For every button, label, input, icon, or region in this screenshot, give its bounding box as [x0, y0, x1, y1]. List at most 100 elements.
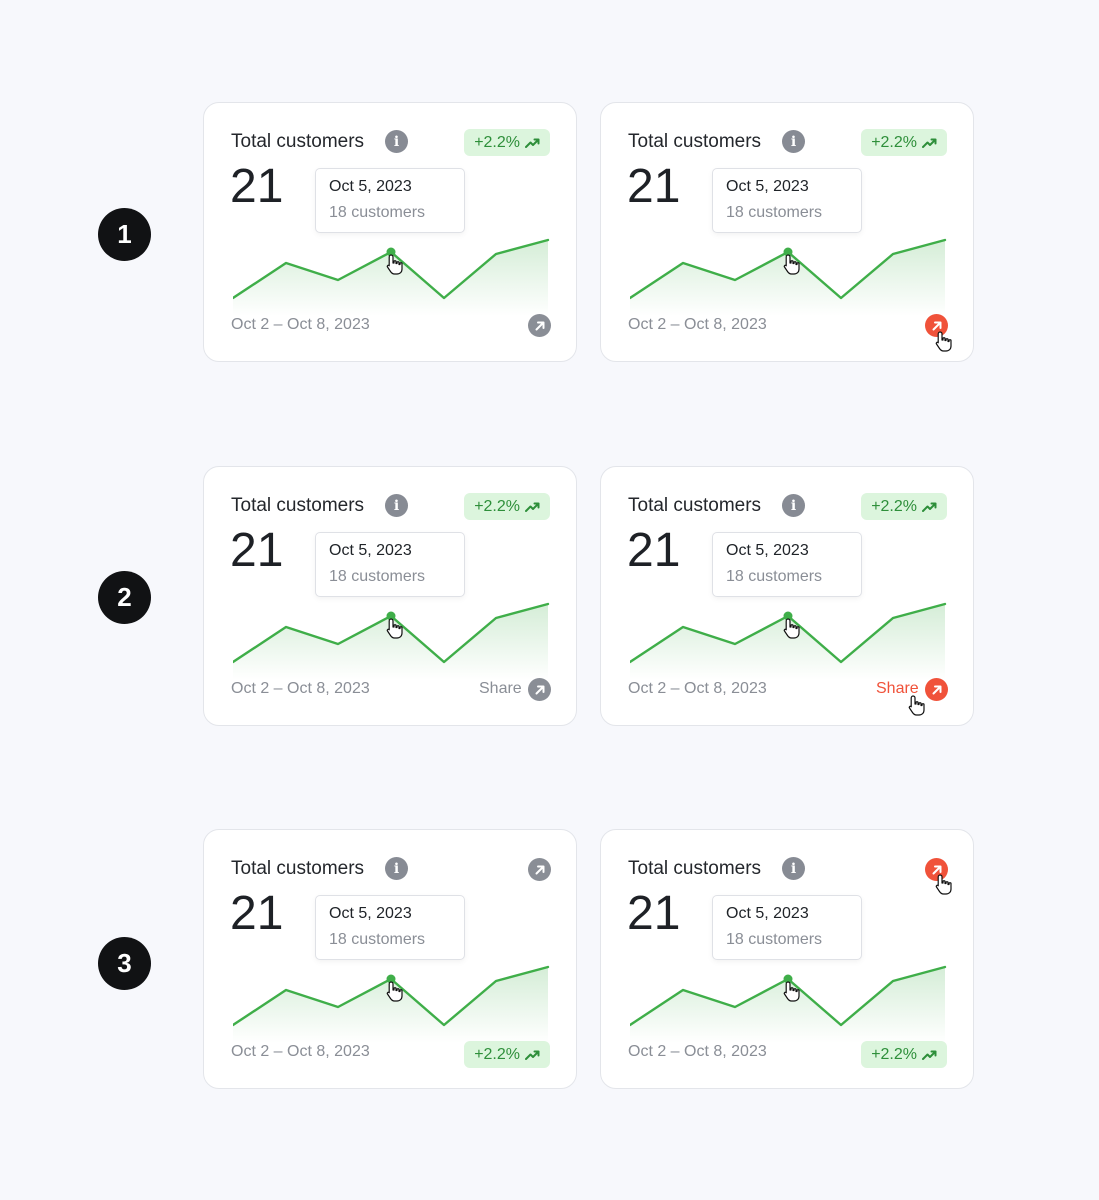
- hand-pointer-icon: [386, 254, 403, 275]
- card-title: Total customers: [231, 495, 365, 516]
- share-button[interactable]: [925, 678, 948, 701]
- hover-point[interactable]: [386, 974, 396, 984]
- change-badge: +2.2%: [464, 493, 550, 520]
- chart-tooltip: Oct 5, 2023 18 customers: [315, 895, 465, 960]
- customers-card: Total customers i +2.2% 21 Oct 5, 2023 18…: [203, 466, 577, 726]
- trend-up-icon: [922, 502, 937, 512]
- hover-point[interactable]: [386, 247, 396, 257]
- card-title: Total customers: [628, 858, 762, 879]
- info-icon[interactable]: i: [385, 130, 408, 153]
- change-value: +2.2%: [871, 1045, 917, 1063]
- chart-tooltip: Oct 5, 2023 18 customers: [712, 168, 862, 233]
- tooltip-count: 18 customers: [726, 931, 823, 948]
- hand-pointer-icon: [783, 254, 800, 275]
- sparkline-chart[interactable]: [630, 963, 950, 1043]
- date-range: Oct 2 – Oct 8, 2023: [628, 1043, 767, 1060]
- trend-up-icon: [922, 138, 937, 148]
- sparkline-chart[interactable]: [233, 963, 553, 1043]
- tooltip-date: Oct 5, 2023: [726, 905, 809, 922]
- hover-point[interactable]: [783, 247, 793, 257]
- metric-value: 21: [627, 160, 681, 213]
- customers-card: Total customers i +2.2% 21 Oct 5, 2023 18…: [600, 466, 974, 726]
- share-label[interactable]: Share: [479, 680, 522, 697]
- share-button[interactable]: [528, 858, 551, 881]
- tooltip-count: 18 customers: [726, 568, 823, 585]
- date-range: Oct 2 – Oct 8, 2023: [628, 680, 767, 697]
- trend-up-icon: [525, 1050, 540, 1060]
- hand-pointer-icon: [935, 874, 953, 901]
- info-icon[interactable]: i: [782, 130, 805, 153]
- info-icon[interactable]: i: [385, 857, 408, 880]
- sparkline-chart[interactable]: [630, 236, 950, 316]
- trend-up-icon: [525, 502, 540, 512]
- date-range: Oct 2 – Oct 8, 2023: [628, 316, 767, 333]
- chart-tooltip: Oct 5, 2023 18 customers: [315, 168, 465, 233]
- tooltip-date: Oct 5, 2023: [726, 178, 809, 195]
- customers-card: Total customers i 21 Oct 5, 2023 18 custo…: [600, 829, 974, 1089]
- hover-point[interactable]: [386, 611, 396, 621]
- arrow-up-right-icon: [535, 865, 544, 874]
- change-badge: +2.2%: [464, 1041, 550, 1068]
- tooltip-count: 18 customers: [329, 931, 426, 948]
- change-value: +2.2%: [474, 133, 520, 151]
- hand-pointer-icon: [908, 695, 926, 722]
- sparkline-chart[interactable]: [233, 236, 553, 316]
- change-badge: +2.2%: [861, 493, 947, 520]
- change-badge: +2.2%: [861, 129, 947, 156]
- arrow-up-right-icon: [535, 321, 544, 330]
- card-title: Total customers: [628, 495, 762, 516]
- chart-tooltip: Oct 5, 2023 18 customers: [315, 532, 465, 597]
- info-icon[interactable]: i: [782, 857, 805, 880]
- info-icon[interactable]: i: [782, 494, 805, 517]
- trend-up-icon: [922, 1050, 937, 1060]
- card-title: Total customers: [231, 131, 365, 152]
- metric-value: 21: [230, 887, 284, 940]
- change-value: +2.2%: [474, 497, 520, 515]
- change-badge: +2.2%: [464, 129, 550, 156]
- tooltip-date: Oct 5, 2023: [329, 542, 412, 559]
- share-label[interactable]: Share: [876, 680, 919, 697]
- metric-value: 21: [627, 887, 681, 940]
- chart-tooltip: Oct 5, 2023 18 customers: [712, 532, 862, 597]
- tooltip-count: 18 customers: [329, 204, 426, 221]
- hover-point[interactable]: [783, 974, 793, 984]
- share-button[interactable]: [528, 678, 551, 701]
- customers-card: Total customers i +2.2% 21 Oct 5, 2023 18…: [600, 102, 974, 362]
- step-number-1: 1: [98, 208, 151, 261]
- change-badge: +2.2%: [861, 1041, 947, 1068]
- sparkline-chart[interactable]: [630, 600, 950, 680]
- metric-value: 21: [230, 160, 284, 213]
- hover-point[interactable]: [783, 611, 793, 621]
- tooltip-date: Oct 5, 2023: [726, 542, 809, 559]
- sparkline-chart[interactable]: [233, 600, 553, 680]
- card-title: Total customers: [628, 131, 762, 152]
- info-icon[interactable]: i: [385, 494, 408, 517]
- hand-pointer-icon: [935, 331, 953, 358]
- tooltip-date: Oct 5, 2023: [329, 178, 412, 195]
- arrow-up-right-icon: [932, 321, 941, 330]
- card-title: Total customers: [231, 858, 365, 879]
- hand-pointer-icon: [783, 981, 800, 1002]
- chart-tooltip: Oct 5, 2023 18 customers: [712, 895, 862, 960]
- hand-pointer-icon: [783, 618, 800, 639]
- date-range: Oct 2 – Oct 8, 2023: [231, 316, 370, 333]
- hand-pointer-icon: [386, 618, 403, 639]
- change-value: +2.2%: [871, 133, 917, 151]
- arrow-up-right-icon: [932, 865, 941, 874]
- hand-pointer-icon: [386, 981, 403, 1002]
- customers-card: Total customers i 21 Oct 5, 2023 18 custo…: [203, 829, 577, 1089]
- tooltip-date: Oct 5, 2023: [329, 905, 412, 922]
- date-range: Oct 2 – Oct 8, 2023: [231, 1043, 370, 1060]
- trend-up-icon: [525, 138, 540, 148]
- step-number-3: 3: [98, 937, 151, 990]
- customers-card: Total customers i +2.2% 21 Oct 5, 2023 18…: [203, 102, 577, 362]
- change-value: +2.2%: [871, 497, 917, 515]
- tooltip-count: 18 customers: [726, 204, 823, 221]
- date-range: Oct 2 – Oct 8, 2023: [231, 680, 370, 697]
- step-number-2: 2: [98, 571, 151, 624]
- tooltip-count: 18 customers: [329, 568, 426, 585]
- arrow-up-right-icon: [535, 685, 544, 694]
- share-button[interactable]: [925, 314, 948, 337]
- share-button[interactable]: [925, 858, 948, 881]
- share-button[interactable]: [528, 314, 551, 337]
